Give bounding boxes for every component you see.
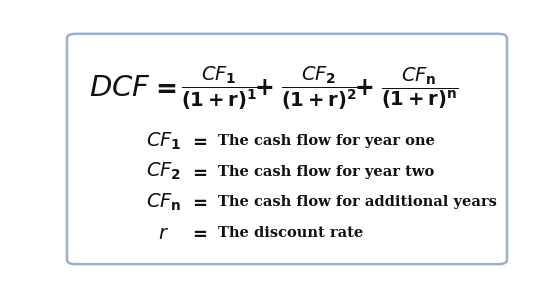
Text: $\mathbf{=}$: $\mathbf{=}$: [189, 224, 207, 242]
Text: $\mathbf{\mathit{r}}$: $\mathbf{\mathit{r}}$: [158, 224, 169, 242]
Text: $\mathbf{=}$: $\mathbf{=}$: [189, 193, 207, 211]
Text: The discount rate: The discount rate: [217, 226, 363, 240]
Text: The cash flow for year one: The cash flow for year one: [217, 134, 435, 148]
Text: $\mathbf{\mathit{CF}_1}$: $\mathbf{\mathit{CF}_1}$: [146, 130, 181, 152]
Text: The cash flow for additional years: The cash flow for additional years: [217, 195, 496, 209]
Text: The cash flow for year two: The cash flow for year two: [217, 165, 434, 179]
Text: $\mathbf{\dfrac{\mathit{CF}_1}{(1+r)^1}}$: $\mathbf{\dfrac{\mathit{CF}_1}{(1+r)^1}}…: [181, 64, 258, 112]
Text: $\mathbf{\mathit{DCF}}$: $\mathbf{\mathit{DCF}}$: [89, 74, 151, 102]
Text: $\mathbf{=}$: $\mathbf{=}$: [189, 132, 207, 150]
FancyBboxPatch shape: [67, 34, 507, 264]
Text: $\mathbf{=}$: $\mathbf{=}$: [189, 163, 207, 181]
Text: $\mathbf{=}$: $\mathbf{=}$: [150, 75, 176, 101]
Text: $\mathbf{+}$: $\mathbf{+}$: [354, 76, 373, 100]
Text: $\mathbf{\mathit{CF}_n}$: $\mathbf{\mathit{CF}_n}$: [146, 192, 181, 213]
Text: $\mathbf{\dfrac{\mathit{CF}_n}{(1+r)^n}}$: $\mathbf{\dfrac{\mathit{CF}_n}{(1+r)^n}}…: [381, 65, 458, 111]
Text: $\mathbf{\mathit{CF}_2}$: $\mathbf{\mathit{CF}_2}$: [146, 161, 181, 182]
Text: $\mathbf{+}$: $\mathbf{+}$: [254, 76, 273, 100]
Text: $\mathbf{\dfrac{\mathit{CF}_2}{(1+r)^2}}$: $\mathbf{\dfrac{\mathit{CF}_2}{(1+r)^2}}…: [281, 64, 358, 112]
